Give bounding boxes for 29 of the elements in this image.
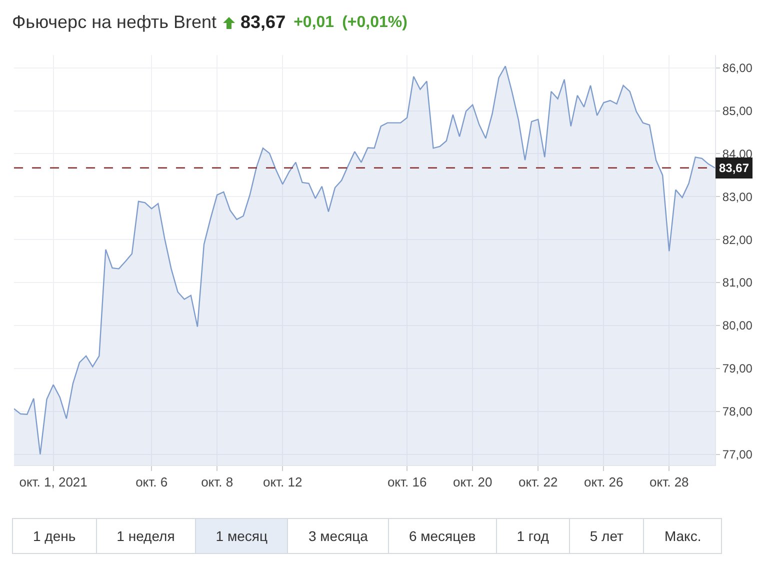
text: 1 день	[13, 519, 97, 553]
x-tick-label: окт. 8	[201, 474, 234, 490]
x-tick-label: окт. 12	[262, 474, 302, 490]
text: 3 месяца	[288, 519, 389, 553]
text: Макс.	[663, 527, 702, 546]
x-tick-label: окт. 16	[387, 474, 427, 490]
y-tick-label: 79,00	[722, 362, 753, 376]
y-tick-label: 78,00	[722, 404, 753, 419]
x-tick-label: окт. 26	[584, 474, 624, 490]
x-tick-label: окт. 22	[518, 474, 558, 490]
y-tick-label: 83,00	[722, 190, 753, 204]
y-tick-label: 85,00	[722, 104, 753, 118]
ref-line-label: 83,67	[719, 161, 750, 175]
y-tick-label: 81,00	[722, 276, 753, 290]
y-tick-label: 77,00	[722, 447, 753, 462]
y-tick-label: 80,00	[722, 318, 753, 333]
text: 5 лет	[570, 519, 644, 553]
y-tick-label: 86,00	[722, 61, 753, 76]
x-tick-label: окт. 20	[452, 474, 492, 490]
text: 1 год	[496, 519, 570, 553]
y-tick-label: 82,00	[722, 232, 753, 247]
text: 6 месяцев	[388, 519, 497, 553]
chart-title: Фьючерс на нефть Brent	[12, 12, 217, 33]
x-tick-label: окт. 6	[136, 474, 168, 490]
x-tick-label: окт. 1, 2021	[19, 474, 88, 490]
chart-subtitle: 83,67 +0,01 (+0,01%)	[240, 12, 408, 33]
text: 1 месяц	[196, 519, 288, 553]
x-tick-label: окт. 28	[650, 474, 689, 490]
text: 1 неделя	[96, 519, 196, 553]
